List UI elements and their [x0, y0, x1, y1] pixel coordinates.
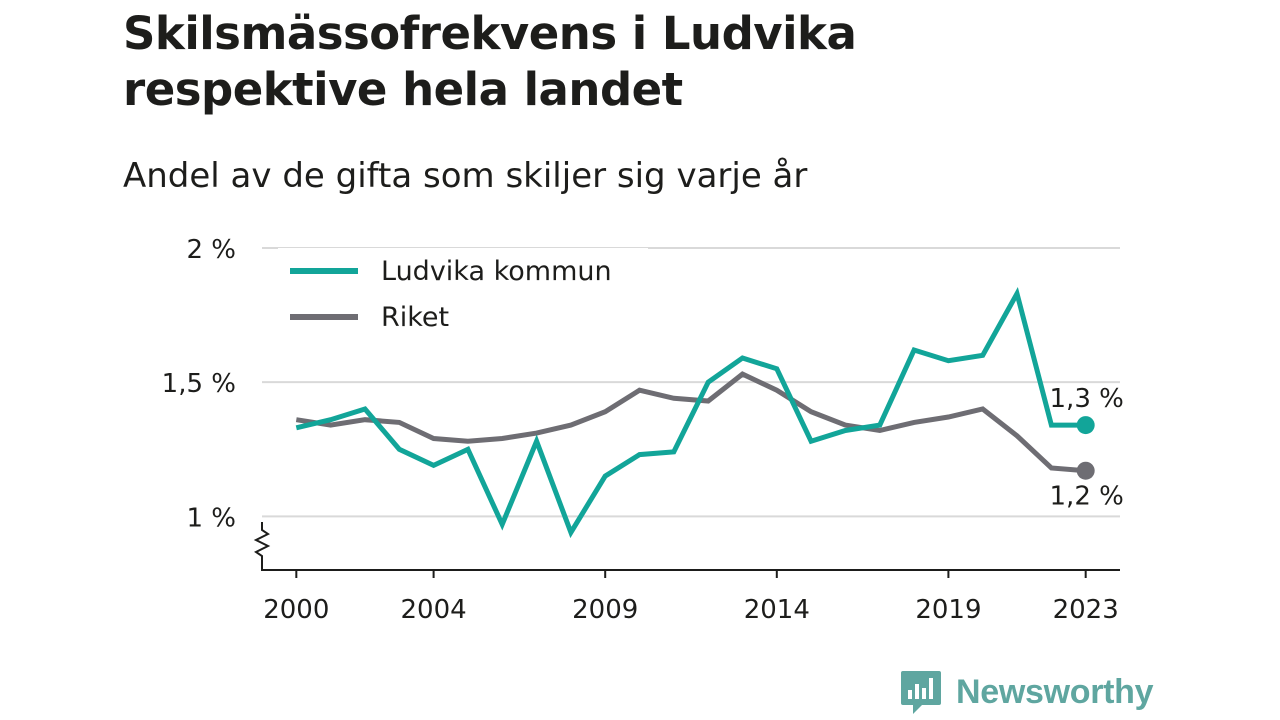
axis-break-symbol	[253, 522, 271, 562]
legend-label: Ludvika kommun	[381, 256, 612, 287]
y-tick-label: 2 %	[186, 235, 236, 265]
series-end-point	[1076, 461, 1095, 480]
y-tick-label: 1 %	[186, 503, 236, 533]
x-tick-label: 2014	[744, 595, 810, 625]
chart-subtitle: Andel av de gifta som skiljer sig varje …	[123, 156, 808, 196]
series-line-ludvika-kommun	[295, 286, 1086, 539]
chart-title: Skilsmässofrekvens i Ludvika respektive …	[123, 7, 857, 116]
series-end-point	[1076, 416, 1095, 435]
series-end-label: 1,3 %	[1050, 384, 1124, 414]
x-tick-label: 2009	[572, 595, 638, 625]
legend-background	[278, 248, 648, 340]
legend-label: Riket	[381, 302, 449, 333]
series-end-label: 1,2 %	[1050, 482, 1124, 512]
series-line-riket	[295, 371, 1086, 474]
brand-logo: Newsworthy	[900, 668, 1154, 716]
x-tick-label: 2000	[263, 595, 329, 625]
x-tick-label: 2019	[915, 595, 981, 625]
x-tick-label: 2023	[1053, 595, 1119, 625]
y-tick-label: 1,5 %	[162, 369, 236, 399]
x-tick-label: 2004	[401, 595, 467, 625]
brand-name: Newsworthy	[956, 672, 1154, 711]
newsworthy-logo-icon	[901, 671, 941, 714]
